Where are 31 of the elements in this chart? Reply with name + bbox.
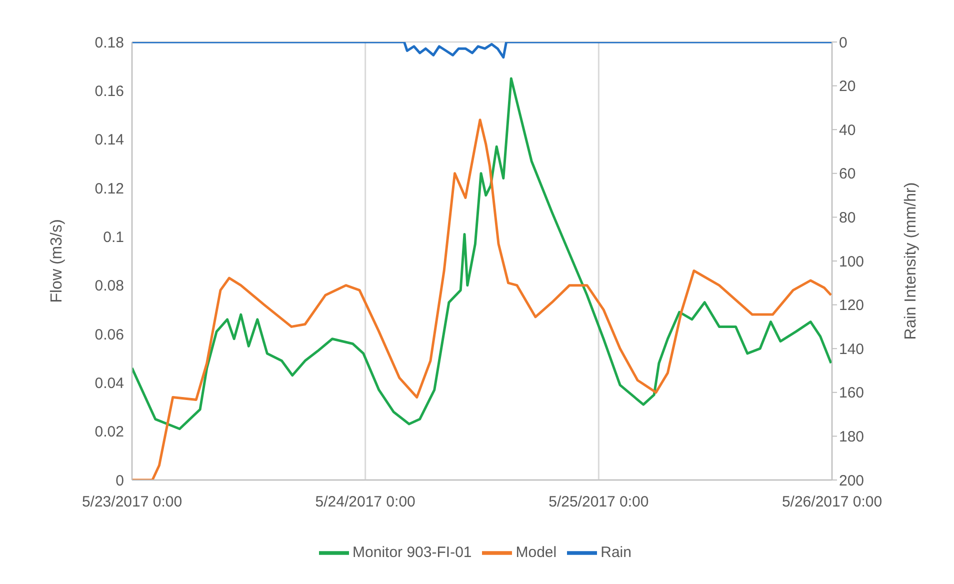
y-tick-label: 0.16 [94, 82, 124, 100]
legend-label: Monitor 903-FI-01 [352, 544, 472, 561]
y2-tick-label: 80 [839, 210, 856, 227]
x-tick-label: 5/23/2017 0:00 [82, 494, 182, 511]
y-tick-label: 0.14 [94, 132, 124, 149]
line-series [132, 77, 832, 430]
y-tick-label: 0.04 [94, 374, 124, 392]
y2-tick-label: 140 [839, 340, 864, 358]
y-tick-label: 0.06 [94, 326, 124, 344]
y2-tick-label: 160 [839, 384, 864, 402]
y2-tick-label: 100 [839, 253, 864, 270]
y2-axis-title: Rain Intensity (mm/hr) [902, 182, 920, 340]
y2-tick-label: 40 [839, 122, 856, 139]
y-axis-title: Flow (m3/s) [48, 219, 66, 303]
y2-tick-label: 20 [839, 78, 856, 96]
y2-tick-label: 200 [839, 472, 864, 490]
y-tick-label: 0.1 [103, 228, 124, 246]
y-tick-label: 0.02 [94, 424, 124, 441]
legend-label: Rain [600, 544, 632, 561]
y2-tick-label: 0 [839, 34, 848, 52]
x-tick-label: 5/24/2017 0:00 [315, 494, 416, 511]
legend-label: Model [516, 544, 557, 561]
y-tick-label: 0.18 [94, 34, 124, 52]
x-tick-label: 5/26/2017 0:00 [782, 494, 882, 511]
y-tick-label: 0.12 [94, 180, 124, 198]
y-tick-label: 0 [116, 472, 124, 490]
x-tick-label: 5/25/2017 0:00 [548, 494, 649, 511]
y2-tick-label: 180 [839, 428, 864, 446]
y2-tick-label: 60 [839, 166, 856, 183]
y-tick-label: 0.08 [94, 278, 124, 295]
y2-tick-label: 120 [839, 297, 864, 314]
